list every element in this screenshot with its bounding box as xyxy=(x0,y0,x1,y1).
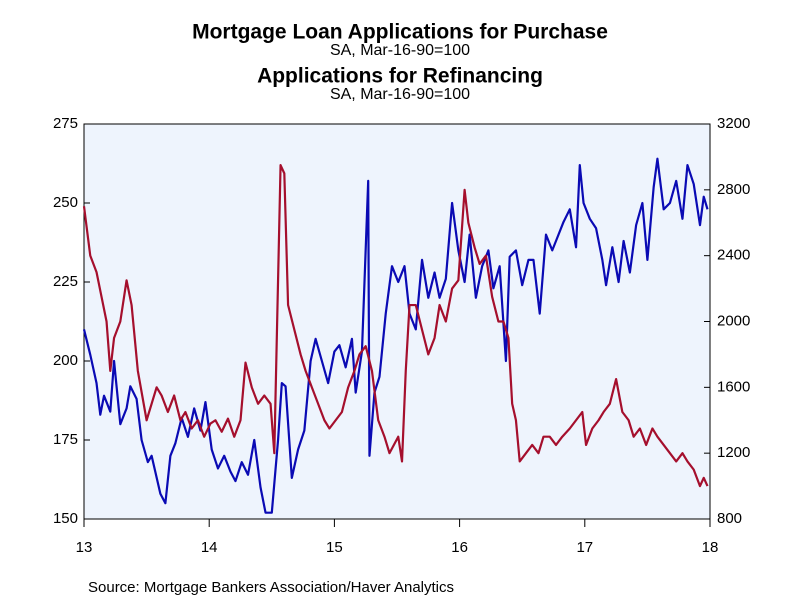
series-subtitle: SA, Mar-16-90=100 xyxy=(330,42,470,59)
y2-tick-label: 2000 xyxy=(717,312,750,329)
plot-area xyxy=(83,123,711,520)
y2-tick-label: 800 xyxy=(717,510,742,527)
series-line xyxy=(82,164,709,488)
y-tick-label: 200 xyxy=(53,352,78,369)
x-tick-label: 17 xyxy=(576,539,593,556)
y2-tick-label: 3200 xyxy=(717,115,750,132)
y-tick-label: 225 xyxy=(53,273,78,290)
y-tick-label: 150 xyxy=(53,510,78,527)
x-tick-label: 18 xyxy=(702,539,719,556)
y-tick-label: 275 xyxy=(53,115,78,132)
x-tick-label: 13 xyxy=(76,539,93,556)
y2-tick-label: 1200 xyxy=(717,444,750,461)
y-tick-label: 250 xyxy=(53,194,78,211)
x-tick-label: 15 xyxy=(326,539,343,556)
x-tick-label: 14 xyxy=(201,539,218,556)
y2-tick-label: 2800 xyxy=(717,181,750,198)
series-line xyxy=(82,157,709,514)
series-subtitle: SA, Mar-16-90=100 xyxy=(330,86,470,103)
x-tick-label: 16 xyxy=(451,539,468,556)
y-tick-label: 175 xyxy=(53,431,78,448)
y2-tick-label: 2400 xyxy=(717,247,750,264)
source-note: Source: Mortgage Bankers Association/Hav… xyxy=(88,579,454,596)
series-title: Applications for Refinancing xyxy=(257,65,543,88)
series-title: Mortgage Loan Applications for Purchase xyxy=(192,21,608,44)
y2-tick-label: 1600 xyxy=(717,378,750,395)
